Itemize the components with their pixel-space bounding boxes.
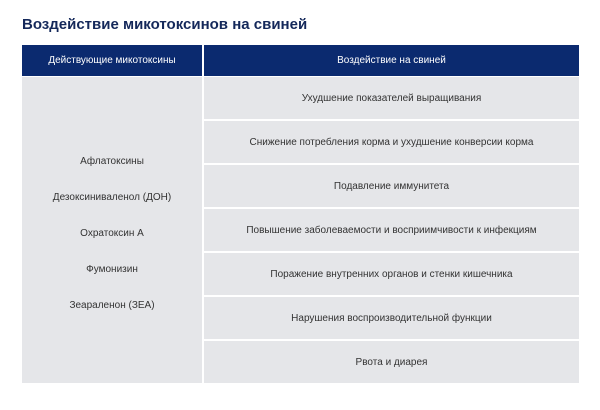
mycotoxin-cell: Афлатоксины Дезоксиниваленол (ДОН) Охрат…	[22, 77, 202, 383]
effect-row: Рвота и диарея	[204, 341, 579, 383]
effect-row: Подавление иммунитета	[204, 165, 579, 207]
mycotoxin-item: Фумонизин	[86, 264, 138, 275]
effect-row: Поражение внутренних органов и стенки ки…	[204, 253, 579, 295]
table-header: Действующие микотоксины Воздействие на с…	[22, 45, 579, 76]
effect-row: Снижение потребления корма и ухудшение к…	[204, 121, 579, 163]
mycotoxin-item: Зеараленон (ЗЕА)	[69, 300, 155, 311]
mycotoxin-table: Действующие микотоксины Воздействие на с…	[22, 45, 579, 385]
effect-row: Нарушения воспроизводительной функции	[204, 297, 579, 339]
header-mycotoxins: Действующие микотоксины	[22, 45, 202, 76]
mycotoxin-item: Афлатоксины	[80, 156, 144, 167]
header-effects: Воздействие на свиней	[204, 45, 579, 76]
effect-row: Повышение заболеваемости и восприимчивос…	[204, 209, 579, 251]
mycotoxin-item: Дезоксиниваленол (ДОН)	[52, 192, 172, 203]
mycotoxin-item: Охратоксин А	[80, 228, 144, 239]
effect-row: Ухудшение показателей выращивания	[204, 77, 579, 119]
page-title: Воздействие микотоксинов на свиней	[22, 16, 308, 33]
